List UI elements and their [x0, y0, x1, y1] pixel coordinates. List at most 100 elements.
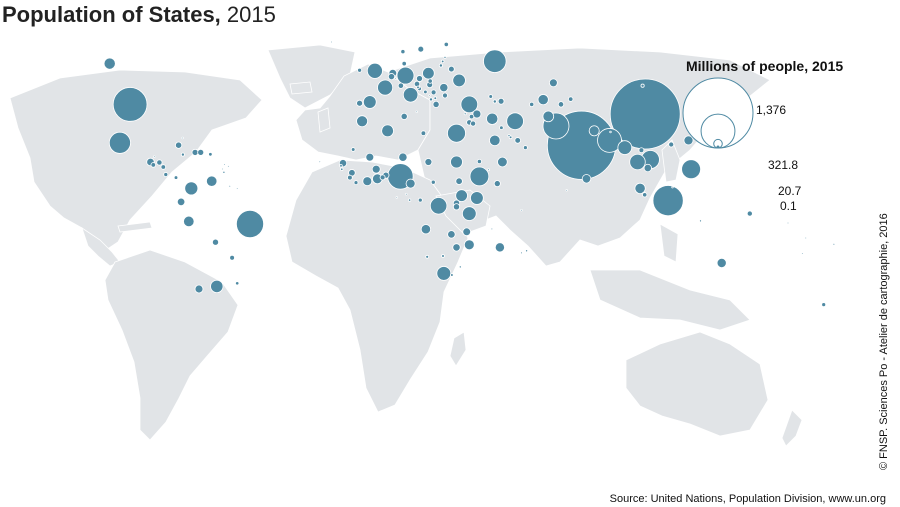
bubble-vanuatu — [804, 236, 808, 240]
bubble-barbados — [227, 165, 230, 168]
bubble-italy — [402, 87, 419, 103]
bubble-madagascar — [494, 242, 505, 253]
bubble-mongolia — [640, 83, 645, 88]
australia-shape — [625, 331, 769, 437]
page-title: Population of States, 2015 — [2, 2, 276, 28]
bubble-bahrain — [507, 134, 511, 138]
bubble-australia — [716, 257, 727, 269]
bubble-chad — [424, 158, 433, 166]
bubble-maldives — [565, 189, 568, 192]
bubble-peru — [183, 215, 195, 228]
bubble-grenada — [221, 167, 224, 171]
bubble-hong-kong — [668, 141, 675, 148]
bubble-chile — [194, 284, 204, 294]
bubble-sri-lanka — [581, 174, 592, 184]
bubble-cape-verde — [318, 160, 322, 164]
bubble-saudi-arabia — [489, 134, 501, 147]
bubble-china — [609, 78, 681, 150]
bubble-argentina — [210, 279, 224, 294]
bubble-indonesia — [652, 185, 684, 217]
bubble-venezuela — [206, 175, 218, 187]
bubble-s-o-tom-and-pr-ncipe — [395, 196, 399, 199]
bubble-trinidad-and-tobago — [222, 170, 226, 174]
bubble-lesotho — [450, 273, 454, 277]
bubble-paraguay — [229, 254, 235, 261]
bubble-dr-congo — [429, 197, 448, 215]
bubble-canada — [103, 57, 116, 70]
bubble-zimbabwe — [452, 243, 461, 252]
legend-circle-4 — [716, 145, 720, 149]
bubble-new-caledonia — [801, 252, 804, 255]
bubble-botswana — [441, 254, 445, 258]
bubble-serbia — [430, 89, 437, 96]
bubble-czech-rep- — [416, 75, 423, 82]
bubble-yemen — [497, 156, 508, 168]
bubble-singapore — [642, 192, 648, 198]
bubble-namibia — [425, 254, 430, 259]
bubble-panama — [173, 175, 179, 180]
bubble-iraq — [486, 112, 499, 125]
bubble-macedonia — [433, 96, 438, 100]
bubble-mauritania — [350, 147, 356, 152]
bubble-egypt — [447, 123, 466, 143]
bubble-belarus — [448, 65, 455, 73]
bubble-turkmenistan — [529, 101, 535, 107]
bubble-sweden — [417, 45, 425, 53]
bubble-cuba — [175, 141, 183, 149]
source-text: Source: United Nations, Population Divis… — [609, 493, 886, 505]
bubble-dominican-rep- — [197, 148, 205, 156]
bubble-finland — [443, 41, 449, 48]
bubble-myanmar — [617, 140, 633, 155]
bubble-ukraine — [452, 73, 466, 88]
bubble-lithuania — [438, 63, 443, 68]
bubble-sierra-leone — [347, 174, 353, 181]
bubble-kuwait — [499, 125, 504, 130]
bubble-united-kingdom — [366, 62, 383, 79]
bubble-thailand — [629, 153, 646, 171]
bubble-el-salvador — [150, 162, 157, 168]
bubble-oman — [523, 145, 528, 151]
bubble-eritrea — [476, 158, 482, 165]
bubble-costa-rica — [163, 172, 169, 177]
bubble-bulgaria — [442, 92, 448, 99]
bubble-norway — [400, 49, 406, 55]
bubble-suriname — [235, 187, 239, 190]
bubble-bosnia-herzegovina — [423, 89, 428, 95]
title-main: Population of States, — [2, 2, 221, 27]
bubble-poland — [422, 66, 435, 80]
bubble-colombia — [184, 181, 199, 196]
bubble-zambia — [447, 230, 456, 239]
bubble-r-union — [520, 251, 523, 255]
bubble-south-africa — [436, 266, 452, 281]
bubble-mauritius — [525, 249, 529, 253]
bubble-togo — [379, 174, 386, 181]
bubble-cyprus — [463, 112, 467, 116]
bubble-switzerland — [397, 82, 405, 89]
iceland-shape — [289, 81, 313, 95]
madagascar-shape — [449, 331, 467, 367]
new-zealand-shape — [781, 409, 803, 447]
bubble-new-zealand — [821, 302, 827, 308]
bubble-ethiopia — [469, 166, 490, 187]
bubble-central-african-rep- — [430, 179, 436, 185]
bubble-bolivia — [212, 238, 219, 246]
bubble-mali — [365, 152, 375, 162]
legend-label-1: 1,376 — [756, 103, 786, 117]
legend-title: Millions of people, 2015 — [686, 58, 844, 74]
bubble-uzbekistan — [537, 94, 549, 106]
bubble-greece — [432, 100, 440, 108]
bubble-mexico — [108, 131, 131, 154]
bubble-puerto-rico — [208, 152, 213, 157]
bubble-swaziland — [458, 265, 462, 269]
bubble-montenegro — [428, 94, 431, 97]
bubble-slovenia — [416, 85, 420, 90]
bubble-fiji — [832, 243, 836, 246]
bubble-iran — [506, 112, 524, 130]
title-year: 2015 — [220, 2, 276, 27]
bubble-burkina-faso — [371, 164, 381, 174]
bubble-kenya — [470, 191, 484, 205]
bubble-philippines — [681, 159, 701, 180]
africa-shape — [285, 159, 469, 413]
bubble-gambia — [339, 164, 343, 168]
bubble-brazil — [235, 209, 264, 238]
